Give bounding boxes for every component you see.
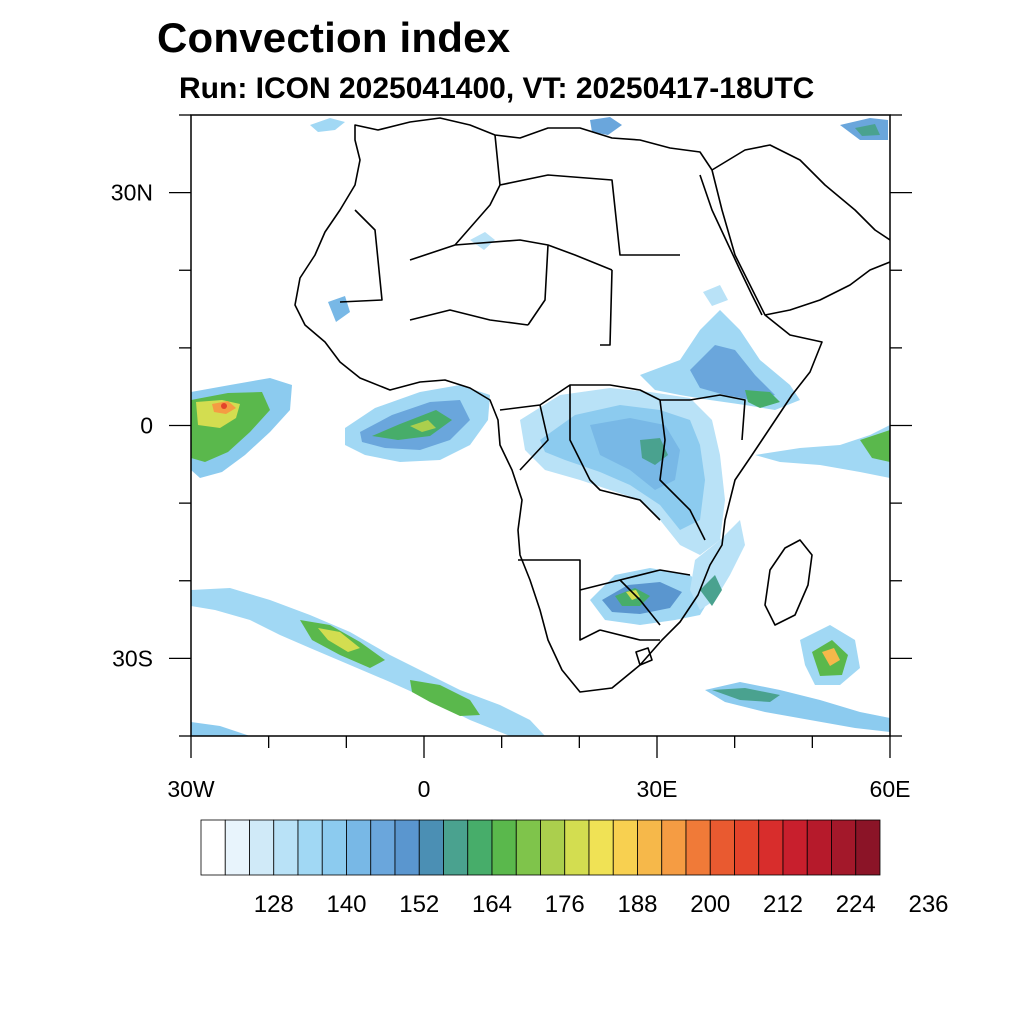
colorbar-box — [637, 819, 663, 876]
colorbar-box — [297, 819, 323, 876]
lon-tick-label: 30E — [637, 776, 678, 802]
lon-tick-label: 60E — [870, 776, 911, 802]
borders-central — [499, 384, 746, 541]
colorbar-label: 164 — [472, 891, 512, 918]
field-gulf-of-guinea — [345, 385, 490, 462]
red-sea — [699, 174, 763, 316]
map-title: Convection index — [157, 14, 511, 61]
colorbar-label: 188 — [617, 891, 657, 918]
convection-field — [191, 117, 890, 736]
colorbar-label: 200 — [690, 891, 730, 918]
field-atlantic-equatorial — [191, 378, 292, 478]
colorbar-box — [709, 819, 735, 876]
lon-tick-label: 0 — [418, 776, 431, 802]
field-south-atlantic-band — [191, 588, 545, 736]
colorbar-box — [734, 819, 760, 876]
colorbar-box — [782, 819, 808, 876]
field-southern-africa — [590, 568, 712, 625]
colorbar-box — [685, 819, 711, 876]
coastlines-borders — [294, 117, 890, 693]
colorbar-box — [467, 819, 493, 876]
colorbar-box — [249, 819, 275, 876]
colorbar-box — [564, 819, 590, 876]
africa-coastline — [294, 117, 823, 693]
colorbar-box — [831, 819, 857, 876]
colorbar-box — [588, 819, 614, 876]
field-central-africa — [520, 388, 725, 555]
colorbar-box — [346, 819, 372, 876]
colorbar-box — [515, 819, 541, 876]
lat-tick-label: 30N — [111, 180, 153, 206]
colorbar-label: 152 — [399, 891, 439, 918]
field-east-africa — [640, 310, 800, 410]
colorbar-box — [224, 819, 250, 876]
colorbar-box — [273, 819, 299, 876]
colorbar-label: 128 — [254, 891, 294, 918]
colorbar-box — [394, 819, 420, 876]
colorbar-label: 236 — [908, 891, 948, 918]
borders-south — [518, 559, 691, 641]
field-south-indian-band — [705, 625, 890, 732]
colorbar-label: 176 — [545, 891, 585, 918]
map-subtitle: Run: ICON 2025041400, VT: 20250417-18UTC — [179, 72, 815, 105]
field-north-spots — [310, 117, 888, 322]
colorbar-box — [418, 819, 444, 876]
colorbar-box — [661, 819, 687, 876]
lesotho — [635, 647, 653, 666]
colorbar-box — [370, 819, 396, 876]
colorbar-label: 140 — [326, 891, 366, 918]
colorbar-box — [321, 819, 347, 876]
lon-tick-label: 30W — [167, 776, 215, 802]
colorbar-box — [758, 819, 784, 876]
colorbar-box — [806, 819, 832, 876]
colorbar-box — [443, 819, 469, 876]
field-indian-ocean-equatorial — [755, 425, 890, 478]
map-frame: 30W 0 30E 60E 30N 0 30S — [111, 114, 912, 802]
arabia-coastline — [711, 144, 890, 316]
colorbar-label: 224 — [836, 891, 876, 918]
madagascar — [764, 539, 813, 626]
field-mozambique-channel — [690, 520, 745, 610]
colorbar-box — [855, 819, 881, 876]
colorbar-box — [491, 819, 517, 876]
colorbar-box — [540, 819, 566, 876]
colorbar-label: 212 — [763, 891, 803, 918]
lat-tick-label: 30S — [112, 645, 153, 671]
borders-north — [339, 134, 680, 346]
colorbar-box — [612, 819, 638, 876]
colorbar-box — [200, 819, 226, 876]
colorbar: 128 140 152 164 176 188 200 212 224 236 — [200, 819, 949, 918]
lat-tick-label: 0 — [140, 413, 153, 439]
